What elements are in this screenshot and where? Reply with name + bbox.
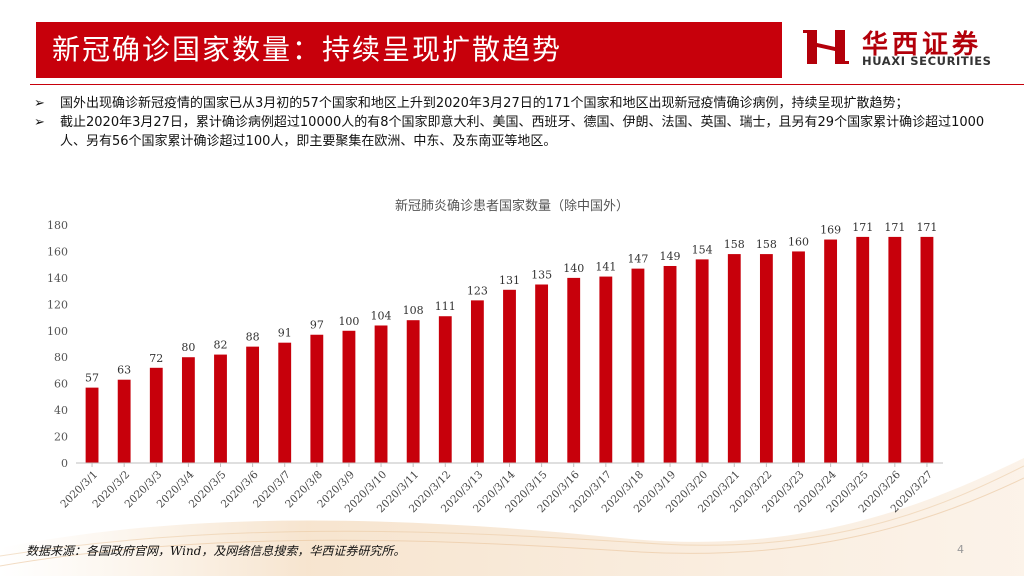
data-source-note: 数据来源：各国政府官网，Wind，及网络信息搜索，华西证券研究所。: [26, 544, 406, 558]
chart-title: 新冠肺炎确诊患者国家数量（除中国外）: [395, 198, 629, 214]
bar: [438, 316, 452, 463]
bullet-text: 截止2020年3月27日，累计确诊病例超过10000人的有8个国家即意大利、美国…: [60, 115, 985, 149]
bar-value-label: 97: [310, 319, 324, 332]
bar: [631, 268, 645, 463]
bar-value-label: 123: [467, 284, 488, 297]
bar: [406, 320, 420, 463]
x-axis: 2020/3/12020/3/22020/3/32020/3/42020/3/5…: [58, 462, 943, 515]
bar: [663, 265, 677, 463]
bar: [85, 387, 99, 463]
bar-value-label: 57: [85, 372, 99, 385]
bar-value-label: 171: [916, 221, 937, 234]
bar: [856, 236, 870, 463]
bar-value-label: 154: [692, 243, 713, 256]
y-tick-label: 20: [54, 431, 68, 444]
bar-value-label: 141: [595, 261, 616, 274]
brand-name-en: HUAXI SECURITIES: [862, 54, 992, 68]
brand-name-cn: 华西证券: [862, 30, 983, 60]
title-banner: [30, 22, 782, 78]
y-tick-label: 80: [54, 351, 68, 364]
bar: [470, 300, 484, 463]
title-banner-accent: [30, 22, 36, 78]
y-tick-label: 140: [47, 272, 68, 285]
bullet-item: ➢ 国外出现确诊新冠疫情的国家已从3月初的57个国家和地区上升到2020年3月2…: [34, 94, 1009, 113]
bar: [792, 251, 805, 463]
y-tick-label: 100: [47, 325, 68, 338]
bar: [214, 354, 227, 463]
bar: [374, 325, 388, 463]
bar-value-label: 100: [338, 315, 359, 328]
y-tick-label: 120: [47, 298, 68, 311]
bar: [342, 330, 356, 463]
footer-wave-decoration: [0, 458, 1024, 576]
bar: [567, 277, 581, 463]
bar: [920, 236, 934, 463]
bar-value-label: 171: [852, 221, 873, 234]
bar: [695, 259, 709, 463]
bar-value-label: 147: [627, 253, 648, 266]
bar-value-label: 91: [278, 327, 292, 340]
header-divider: [30, 84, 1024, 85]
bar: [503, 289, 516, 463]
bar: [535, 284, 549, 463]
bar: [181, 357, 195, 463]
page-number: 4: [957, 543, 964, 556]
bar-value-label: 104: [371, 309, 392, 322]
bar-value-label: 149: [660, 250, 681, 263]
bar-chart: 新冠肺炎确诊患者国家数量（除中国外） 0 20 40 60 80 100 120 140 160…: [47, 198, 943, 515]
bar-value-label: 72: [149, 352, 163, 365]
bar: [310, 334, 324, 463]
arrow-bullet-icon: ➢: [34, 96, 45, 111]
y-tick-label: 180: [47, 219, 68, 232]
y-axis: 0 20 40 60 80 100 120 140 160 180: [47, 219, 68, 470]
bar: [888, 236, 902, 463]
bar-value-label: 135: [531, 269, 552, 282]
bullet-item: ➢ 截止2020年3月27日，累计确诊病例超过10000人的有8个国家即意大利、…: [34, 113, 1009, 151]
bar-value-label: 158: [724, 238, 745, 251]
y-tick-label: 0: [61, 457, 68, 470]
bar-value-label: 82: [214, 339, 228, 352]
bullet-list: ➢ 国外出现确诊新冠疫情的国家已从3月初的57个国家和地区上升到2020年3月2…: [34, 94, 1009, 151]
y-tick-label: 40: [54, 404, 68, 417]
bar-value-label: 111: [435, 300, 456, 313]
bar-value-label: 108: [403, 304, 424, 317]
bar: [759, 254, 773, 463]
page-title: 新冠确诊国家数量：持续呈现扩散趋势: [52, 33, 563, 66]
bar: [599, 276, 613, 463]
y-tick-label: 60: [54, 378, 68, 391]
bar-series: 57 63 72 80 82 88 91 97 100 104 108 111 123 131 135 140…: [85, 221, 937, 463]
bar: [246, 346, 260, 463]
bar: [117, 379, 131, 463]
bar-value-label: 160: [788, 235, 809, 248]
bar-value-label: 80: [181, 341, 195, 354]
bar-value-label: 88: [246, 331, 260, 344]
arrow-bullet-icon: ➢: [34, 115, 45, 130]
bar-value-label: 63: [117, 364, 131, 377]
bar: [727, 254, 741, 463]
y-tick-label: 160: [47, 245, 68, 258]
huaxi-logo-icon: [801, 26, 851, 68]
bar: [149, 367, 163, 463]
bar-value-label: 140: [563, 262, 584, 275]
bar: [824, 239, 838, 463]
bar: [278, 342, 292, 463]
bar-value-label: 158: [756, 238, 777, 251]
bar-value-label: 169: [820, 224, 841, 237]
bar-value-label: 131: [499, 274, 520, 287]
bar-value-label: 171: [884, 221, 905, 234]
bullet-text: 国外出现确诊新冠疫情的国家已从3月初的57个国家和地区上升到2020年3月27日…: [60, 96, 909, 111]
